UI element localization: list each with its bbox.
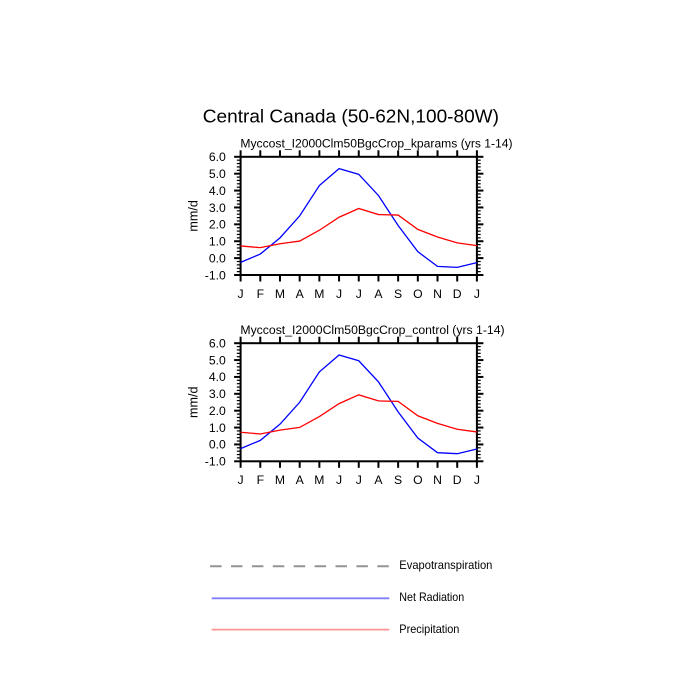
svg-text:S: S	[394, 287, 402, 301]
svg-text:M: M	[275, 287, 285, 301]
svg-text:M: M	[314, 287, 324, 301]
svg-text:J: J	[356, 473, 362, 487]
svg-text:-1.0: -1.0	[205, 455, 226, 469]
svg-text:A: A	[296, 473, 305, 487]
svg-text:2.0: 2.0	[209, 404, 226, 418]
svg-text:1.0: 1.0	[209, 235, 226, 249]
svg-text:-1.0: -1.0	[205, 268, 226, 282]
svg-text:mm/d: mm/d	[187, 200, 201, 231]
svg-text:F: F	[257, 287, 264, 301]
svg-text:5.0: 5.0	[209, 167, 226, 181]
svg-text:4.0: 4.0	[209, 184, 226, 198]
svg-text:S: S	[394, 473, 402, 487]
svg-text:M: M	[275, 473, 285, 487]
svg-text:1.0: 1.0	[209, 421, 226, 435]
svg-text:J: J	[238, 287, 244, 301]
svg-text:Net Radiation: Net Radiation	[399, 591, 464, 604]
svg-text:Central Canada (50-62N,100-80W: Central Canada (50-62N,100-80W)	[203, 105, 499, 126]
svg-text:A: A	[374, 473, 383, 487]
svg-text:D: D	[453, 473, 462, 487]
svg-text:mm/d: mm/d	[187, 387, 201, 418]
svg-text:6.0: 6.0	[209, 337, 226, 351]
svg-text:Myccost_I2000Clm50BgcCrop_kpar: Myccost_I2000Clm50BgcCrop_kparams (yrs 1…	[240, 136, 512, 150]
svg-text:J: J	[336, 473, 342, 487]
svg-text:A: A	[374, 287, 383, 301]
svg-text:Evapotranspiration: Evapotranspiration	[399, 559, 492, 572]
svg-text:J: J	[336, 287, 342, 301]
svg-text:6.0: 6.0	[209, 150, 226, 164]
svg-text:D: D	[453, 287, 462, 301]
svg-text:Precipitation: Precipitation	[399, 623, 459, 636]
svg-text:0.0: 0.0	[209, 251, 226, 265]
svg-text:2.0: 2.0	[209, 218, 226, 232]
svg-text:Myccost_I2000Clm50BgcCrop_cont: Myccost_I2000Clm50BgcCrop_control (yrs 1…	[240, 323, 504, 337]
svg-text:A: A	[296, 287, 305, 301]
svg-text:J: J	[238, 473, 244, 487]
svg-text:3.0: 3.0	[209, 201, 226, 215]
svg-text:O: O	[413, 287, 422, 301]
svg-text:J: J	[474, 473, 480, 487]
svg-text:J: J	[356, 287, 362, 301]
svg-text:J: J	[474, 287, 480, 301]
svg-text:N: N	[433, 473, 442, 487]
svg-text:M: M	[314, 473, 324, 487]
svg-text:0.0: 0.0	[209, 438, 226, 452]
svg-text:O: O	[413, 473, 422, 487]
svg-text:3.0: 3.0	[209, 387, 226, 401]
svg-text:4.0: 4.0	[209, 370, 226, 384]
svg-text:N: N	[433, 287, 442, 301]
svg-text:5.0: 5.0	[209, 353, 226, 367]
svg-text:F: F	[257, 473, 264, 487]
